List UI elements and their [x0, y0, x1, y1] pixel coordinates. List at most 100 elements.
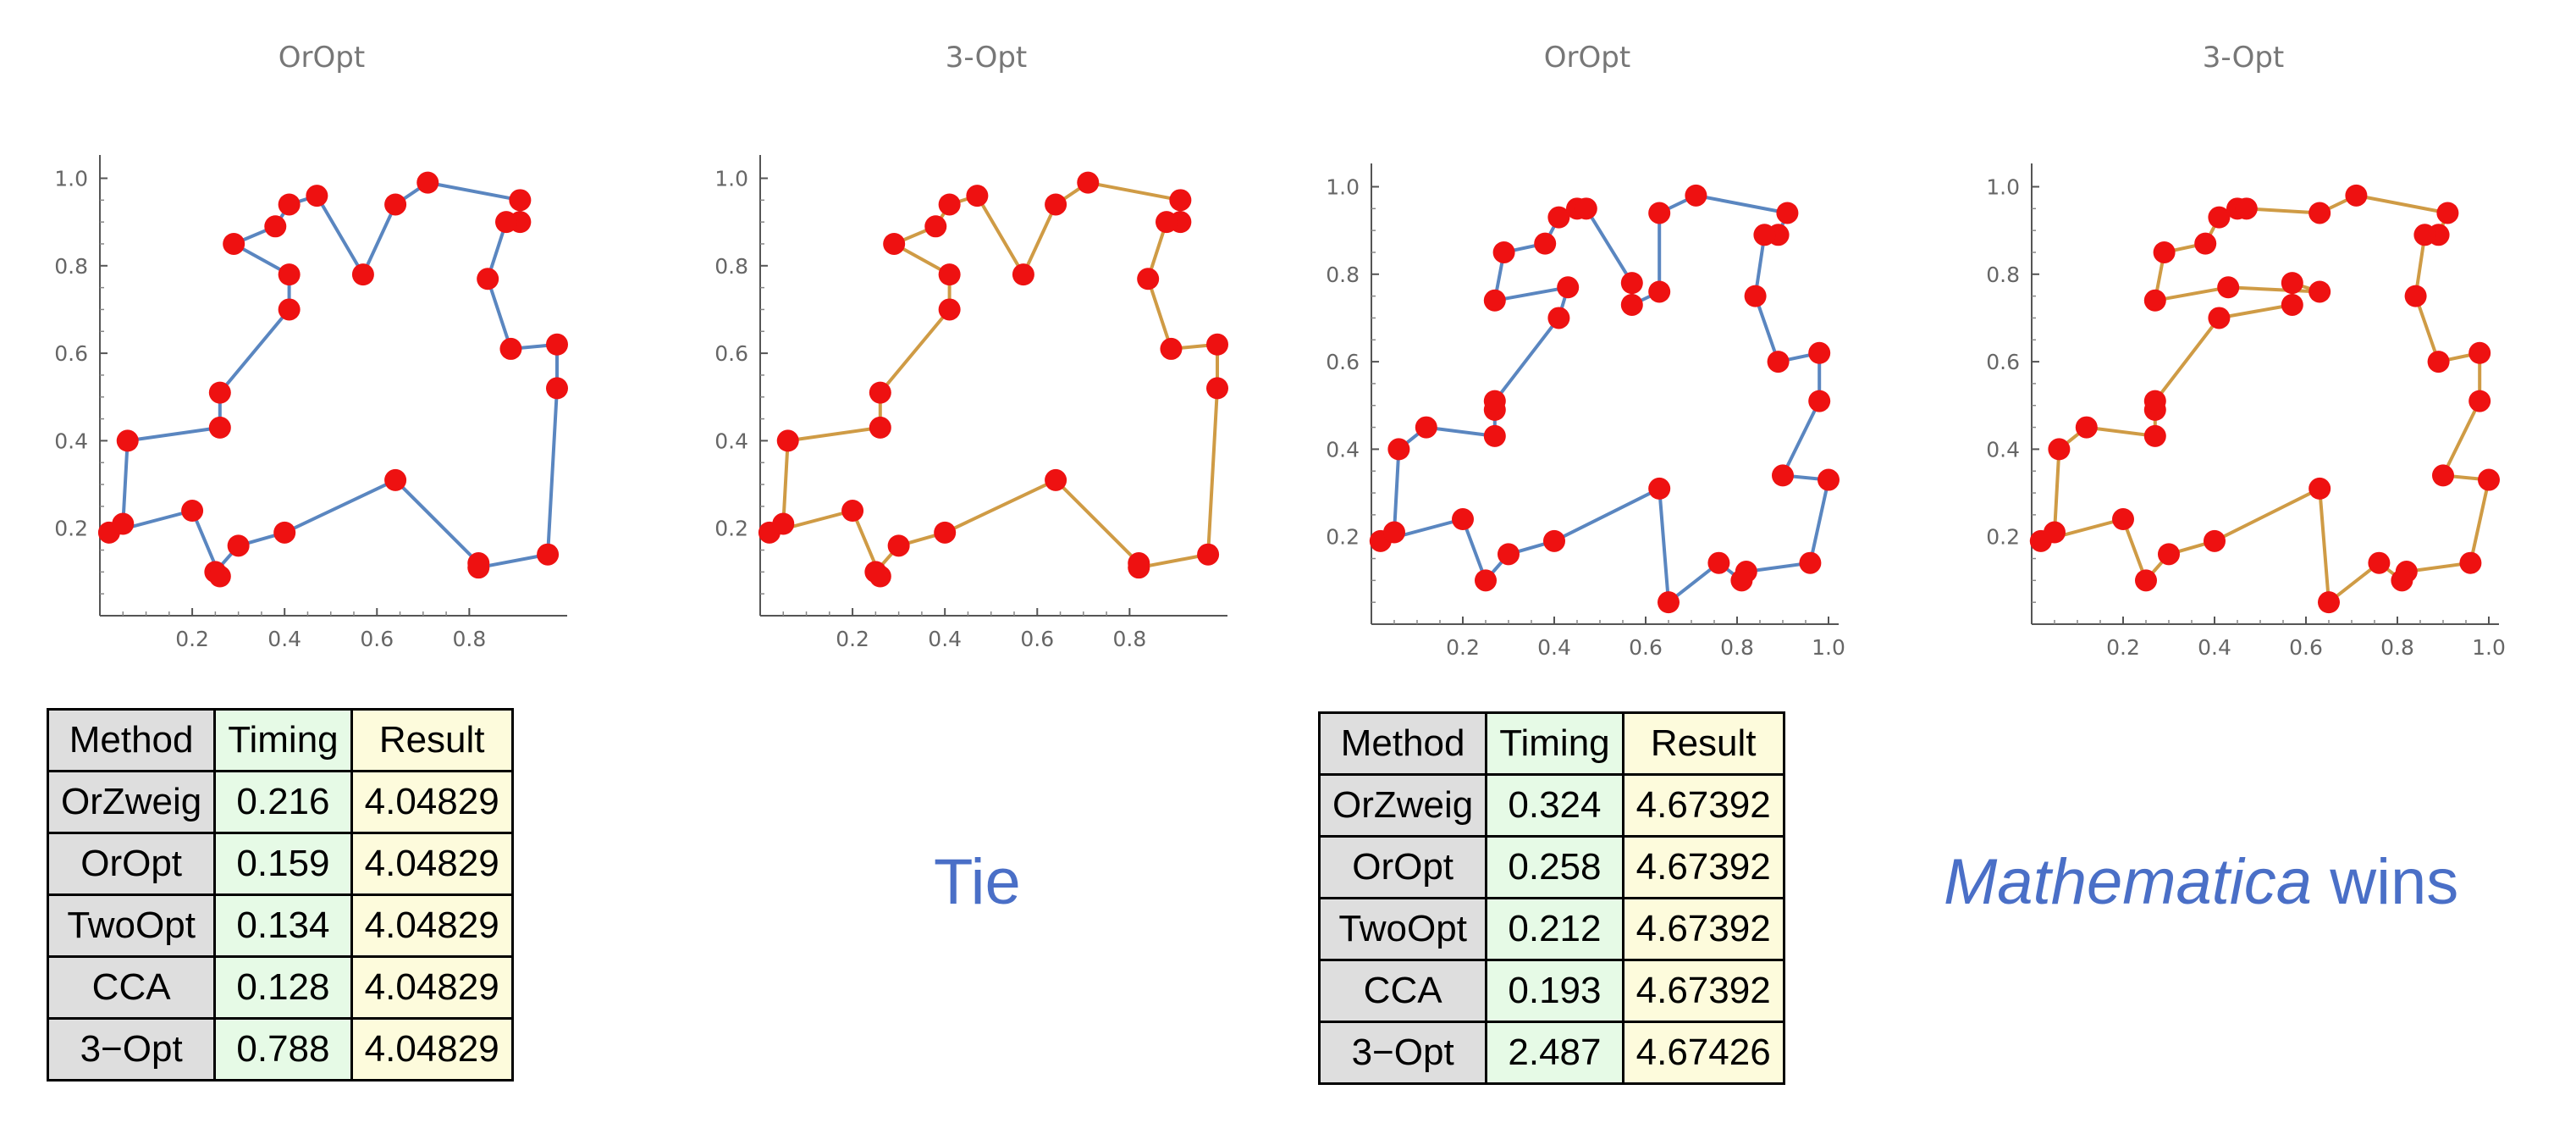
x-tick-label: 0.8 [2380, 635, 2414, 660]
x-tick-label: 0.6 [360, 627, 394, 651]
tour-point [2143, 289, 2166, 312]
result-cell: 4.04829 [350, 770, 514, 834]
tour-point [1620, 272, 1643, 295]
tour-path [1379, 193, 1830, 605]
x-tick-label: 0.4 [268, 627, 301, 651]
tour-point [924, 215, 947, 238]
tour-point [1475, 569, 1497, 592]
tour-point [2391, 569, 2413, 592]
plot2-chart: 0.2 0.4 0.6 0.8 0.2 0.4 0.6 0.8 1.0 [714, 155, 1228, 651]
timing-cell: 0.212 [1485, 897, 1624, 961]
tour-point [887, 534, 910, 557]
tour-point [2368, 551, 2391, 574]
tour-point [1730, 569, 1753, 592]
table-row: CCA 0.193 4.67392 [1317, 959, 1785, 1023]
tour-point [2153, 241, 2176, 263]
tour-point [883, 232, 906, 255]
tour-point [2143, 424, 2166, 447]
result-cell: 4.04829 [350, 832, 514, 896]
tour-point [2432, 464, 2454, 487]
timing-cell: 2.487 [1485, 1021, 1624, 1085]
tour-point [546, 377, 568, 400]
x-tick-label: 0.8 [1720, 635, 1754, 660]
tour-point [1077, 171, 1100, 194]
tour-point [264, 215, 287, 238]
tour-point [1498, 543, 1520, 566]
result-cell: 4.04829 [350, 893, 514, 958]
y-tick-label: 1.0 [54, 166, 88, 191]
tour-point [2308, 477, 2331, 500]
tour-point [1799, 551, 1822, 574]
tour-point [772, 512, 795, 535]
tour-point [1156, 211, 1178, 234]
tour-point [1197, 543, 1220, 566]
tour-point [1547, 307, 1570, 329]
table-row: TwoOpt 0.212 4.67392 [1317, 897, 1785, 961]
x-tick-label: 0.2 [836, 627, 869, 651]
y-tick-label: 0.6 [714, 341, 748, 366]
tour-point [227, 534, 250, 557]
tour-point [1658, 591, 1680, 614]
tour-point [2468, 341, 2491, 364]
tour-point [1045, 468, 1067, 491]
timing-cell: 0.134 [213, 893, 353, 958]
y-tick-label: 0.8 [54, 254, 88, 279]
tour-point [495, 211, 517, 234]
y-tick-label: 0.4 [1986, 437, 2020, 462]
tour-point [2436, 202, 2459, 224]
tour-point [278, 298, 301, 321]
tour-point [112, 512, 135, 535]
tour-point [1206, 333, 1228, 356]
x-tick-label: 0.4 [928, 627, 962, 651]
results-table-right: Method Timing Result OrZweig 0.324 4.673… [1317, 711, 1785, 1085]
tour-point [1648, 202, 1671, 224]
tour-point [2235, 197, 2258, 220]
tour-point [1620, 293, 1643, 316]
plot3-title: OrOpt [1543, 41, 1631, 75]
tour-point [1818, 468, 1840, 491]
y-tick-label: 0.6 [1326, 350, 1360, 374]
tour-path [108, 180, 559, 578]
x-tick-label: 1.0 [1812, 635, 1845, 660]
timing-cell: 0.258 [1485, 835, 1624, 899]
y-tick-label: 0.2 [1986, 525, 2020, 550]
tour-point [384, 193, 407, 216]
y-tick-label: 0.4 [714, 429, 748, 453]
x-tick-label: 1.0 [2472, 635, 2506, 660]
header-timing: Timing [1485, 711, 1624, 776]
verdict-tie: Tie [934, 846, 1021, 918]
plot3-chart: 0.2 0.4 0.6 0.8 1.0 0.2 0.4 0.6 0.8 1.0 [1326, 163, 1845, 660]
table-row: 3−Opt 0.788 4.04829 [46, 1017, 514, 1082]
y-tick-label: 0.8 [714, 254, 748, 279]
result-cell: 4.67392 [1621, 897, 1785, 961]
tour-point [208, 416, 231, 439]
tour-point [278, 193, 301, 216]
y-tick-label: 0.8 [1986, 263, 2020, 287]
table-row: OrOpt 0.159 4.04829 [46, 832, 514, 896]
method-cell: CCA [1317, 959, 1488, 1023]
result-cell: 4.67392 [1621, 959, 1785, 1023]
table-row: OrZweig 0.324 4.67392 [1317, 773, 1785, 838]
x-tick-label: 0.6 [1629, 635, 1663, 660]
x-tick-label: 0.8 [452, 627, 486, 651]
tour-point [1492, 241, 1515, 263]
x-tick-label: 0.2 [1446, 635, 1480, 660]
y-tick-label: 0.4 [54, 429, 88, 453]
tour-point [1557, 276, 1580, 299]
tour-point [2281, 272, 2303, 295]
tour-point [1534, 232, 1557, 255]
tour-point [2208, 206, 2231, 229]
method-cell: 3−Opt [46, 1017, 217, 1082]
plot4-chart: 0.2 0.4 0.6 0.8 1.0 0.2 0.4 0.6 0.8 1.0 [1986, 163, 2506, 660]
tour-point [2204, 529, 2226, 552]
result-cell: 4.67392 [1621, 835, 1785, 899]
tour-point [306, 185, 328, 207]
verdict-mathematica-wins: Mathematica wins [1944, 845, 2458, 919]
tour-point [416, 171, 439, 194]
tour-point [1648, 477, 1671, 500]
tour-point [2345, 184, 2368, 207]
tour-point [2308, 202, 2331, 224]
x-tick-label: 0.6 [1020, 627, 1054, 651]
method-cell: OrZweig [46, 770, 217, 834]
tour-path [768, 180, 1219, 578]
